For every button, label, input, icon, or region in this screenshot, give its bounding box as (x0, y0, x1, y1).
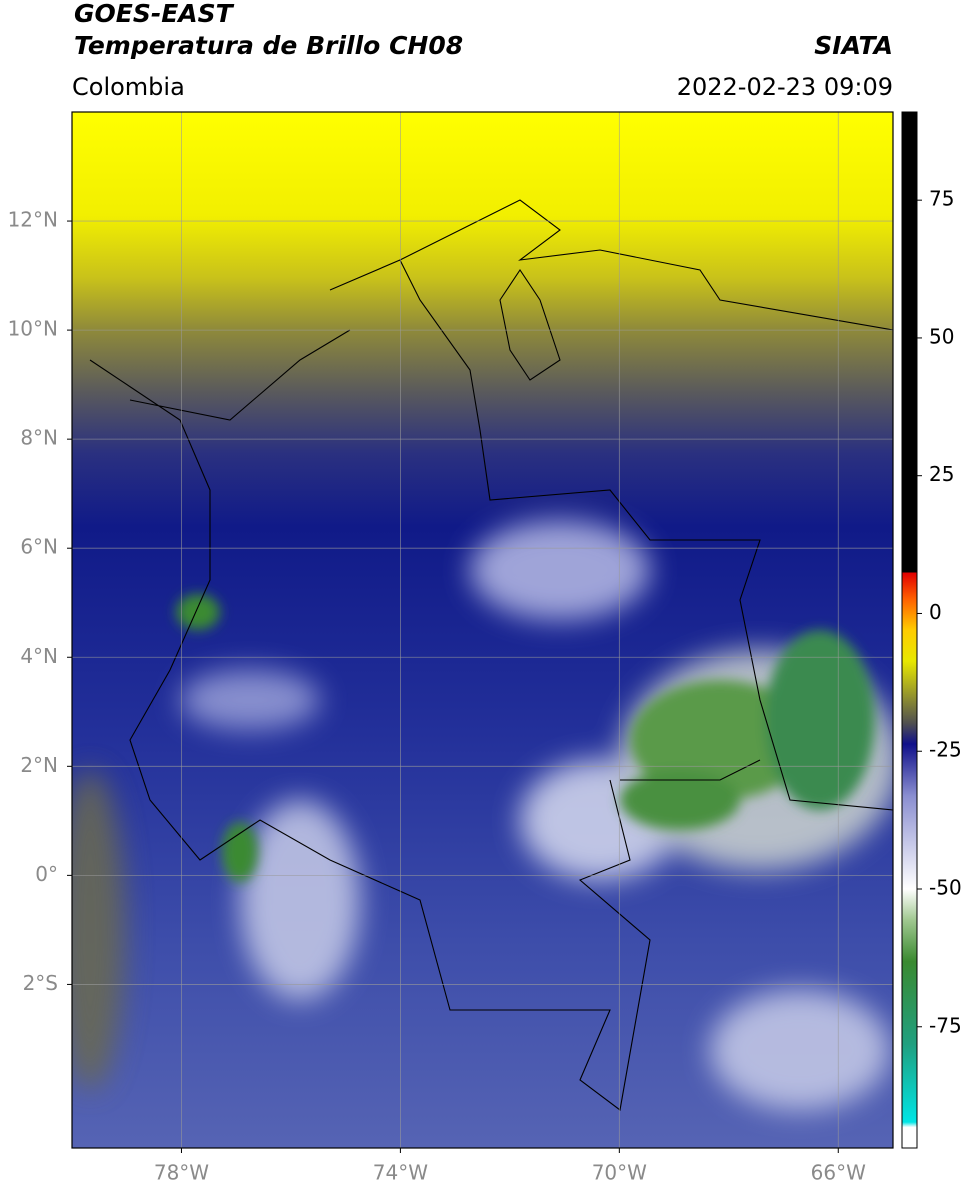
region: Colombia (72, 73, 185, 101)
lon-label: 74°W (373, 1161, 428, 1185)
graticule (72, 112, 893, 1148)
lat-label: 0° (35, 862, 58, 886)
lon-label: 66°W (811, 1161, 866, 1185)
colorbar-label: -25 (929, 738, 962, 762)
lat-label: 6°N (20, 535, 58, 559)
datetime: 2022-02-23 09:09 (677, 73, 893, 101)
lat-label: 12°N (8, 208, 58, 232)
colorbar-label: 25 (929, 462, 954, 486)
lat-label: 2°S (23, 971, 58, 995)
colorbar-label: 75 (929, 187, 954, 211)
satellite-image (72, 112, 893, 1148)
colorbar-label: -50 (929, 876, 962, 900)
title: GOES-EAST (74, 0, 235, 28)
map-frame (71, 111, 894, 1149)
lat-label: 10°N (8, 317, 58, 341)
lon-label: 70°W (592, 1161, 647, 1185)
lat-label: 8°N (20, 426, 58, 450)
colorbar-label: 0 (929, 600, 942, 624)
colorbar-label: 50 (929, 324, 954, 348)
subtitle: Temperatura de Brillo CH08 (74, 31, 463, 60)
colorbar-label: -75 (929, 1013, 962, 1037)
source: SIATA (814, 31, 893, 60)
lon-label: 78°W (154, 1161, 209, 1185)
lat-label: 2°N (20, 753, 58, 777)
colorbar (901, 111, 918, 1149)
lat-label: 4°N (20, 644, 58, 668)
